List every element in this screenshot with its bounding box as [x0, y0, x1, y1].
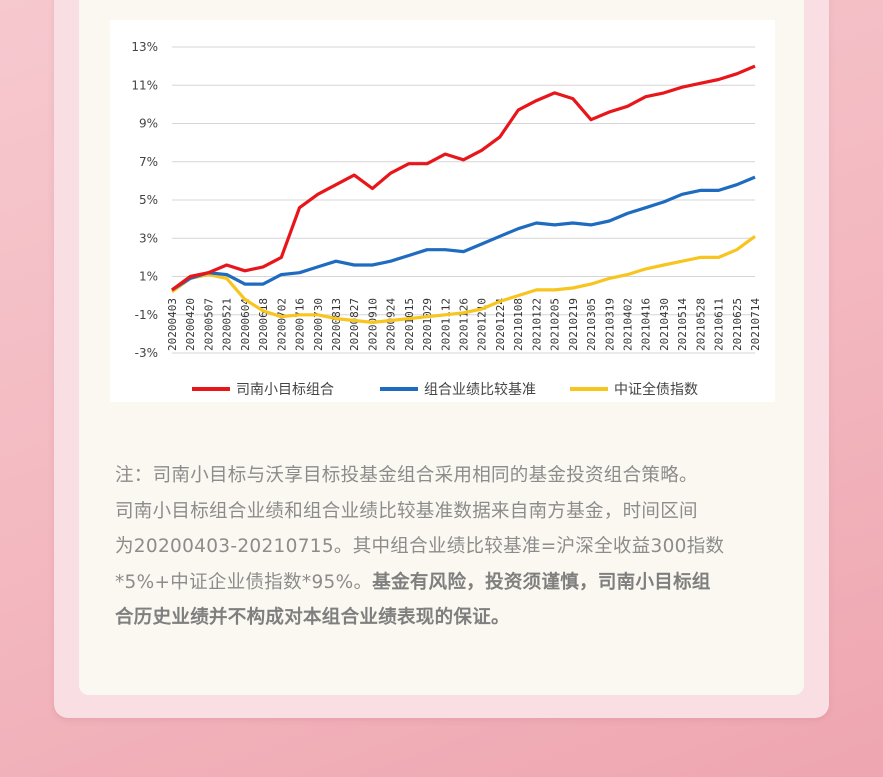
x-tick-label: 20210528	[694, 298, 707, 351]
x-tick-label: 20201224	[494, 298, 507, 351]
x-tick-label: 20200924	[385, 298, 398, 351]
y-tick-label: 3%	[139, 231, 158, 245]
disclaimer-note: 注：司南小目标与沃享目标投基金组合采用相同的基金投资组合策略。 司南小目标组合业…	[115, 458, 775, 636]
y-tick-label: 13%	[131, 40, 158, 54]
x-tick-label: 20200730	[312, 298, 325, 351]
x-tick-label: 20200403	[166, 298, 179, 351]
x-tick-label: 20200702	[275, 298, 288, 351]
note-line-2: 司南小目标组合业绩和组合业绩比较基准数据来自南方基金，时间区间	[115, 500, 698, 522]
x-tick-label: 20210305	[585, 298, 598, 351]
legend-label-1: 组合业绩比较基准	[424, 381, 536, 398]
x-tick-label: 20210319	[603, 298, 616, 351]
risk-warning-part-1: 基金有风险，投资须谨慎，司南小目标组	[372, 571, 711, 593]
y-tick-label: -1%	[135, 308, 158, 322]
y-tick-label: 7%	[139, 155, 158, 169]
x-tick-label: 20200420	[184, 298, 197, 351]
legend-label-2: 中证全债指数	[614, 381, 698, 398]
performance-line-chart: 13% 11% 9% 7% 5% 3% 1% -1% -3% 20200403 20200420 2…	[110, 20, 775, 402]
chart-background	[110, 20, 775, 402]
x-tick-label: 20210402	[621, 298, 634, 351]
x-tick-label: 20200813	[330, 298, 343, 351]
x-tick-label: 20200716	[294, 298, 307, 351]
x-tick-label: 20210219	[567, 298, 580, 351]
note-line-5: 合历史业绩并不构成对本组合业绩表现的保证。	[115, 600, 775, 636]
x-tick-label: 20200827	[348, 298, 361, 351]
x-tick-label: 20210514	[676, 298, 689, 351]
x-tick-label: 20200521	[221, 298, 234, 351]
x-tick-label: 20210625	[731, 298, 744, 351]
x-tick-label: 20210611	[713, 298, 726, 351]
x-tick-label: 20210714	[749, 298, 762, 351]
x-tick-label: 20210108	[512, 298, 525, 351]
note-line-3: 为20200403-20210715。其中组合业绩比较基准=沪深全收益300指数	[115, 536, 725, 557]
note-line-1: 注：司南小目标与沃享目标投基金组合采用相同的基金投资组合策略。	[115, 465, 698, 486]
y-tick-label: 9%	[139, 117, 158, 131]
note-line-4-normal: *5%+中证企业债指数*95%。	[115, 571, 373, 593]
x-tick-label: 20200604	[239, 298, 252, 351]
series-line-1	[171, 175, 756, 292]
series-line-0	[171, 64, 756, 292]
x-tick-label: 20210416	[640, 298, 653, 351]
series-line-2	[171, 235, 756, 324]
x-tick-label: 20200507	[202, 298, 215, 351]
x-tick-label: 20201015	[403, 298, 416, 351]
x-tick-label: 20201126	[458, 298, 471, 351]
y-tick-label: 11%	[131, 78, 158, 92]
x-tick-label: 20210430	[658, 298, 671, 351]
x-tick-label: 20201029	[421, 298, 434, 351]
x-tick-label: 20200910	[366, 298, 379, 351]
y-tick-label: -3%	[135, 346, 158, 360]
x-tick-label: 20210205	[549, 298, 562, 351]
y-tick-label: 5%	[139, 193, 158, 207]
y-tick-label: 1%	[139, 270, 158, 284]
note-line-4: *5%+中证企业债指数*95%。基金有风险，投资须谨慎，司南小目标组	[115, 565, 775, 601]
risk-warning-part-2: 合历史业绩并不构成对本组合业绩表现的保证。	[115, 607, 510, 628]
x-tick-label: 20200618	[257, 298, 270, 351]
x-tick-label: 20201210	[476, 298, 489, 351]
x-tick-label: 20201112	[439, 298, 452, 351]
x-tick-label: 20210122	[530, 298, 543, 351]
legend-label-0: 司南小目标组合	[236, 382, 334, 398]
